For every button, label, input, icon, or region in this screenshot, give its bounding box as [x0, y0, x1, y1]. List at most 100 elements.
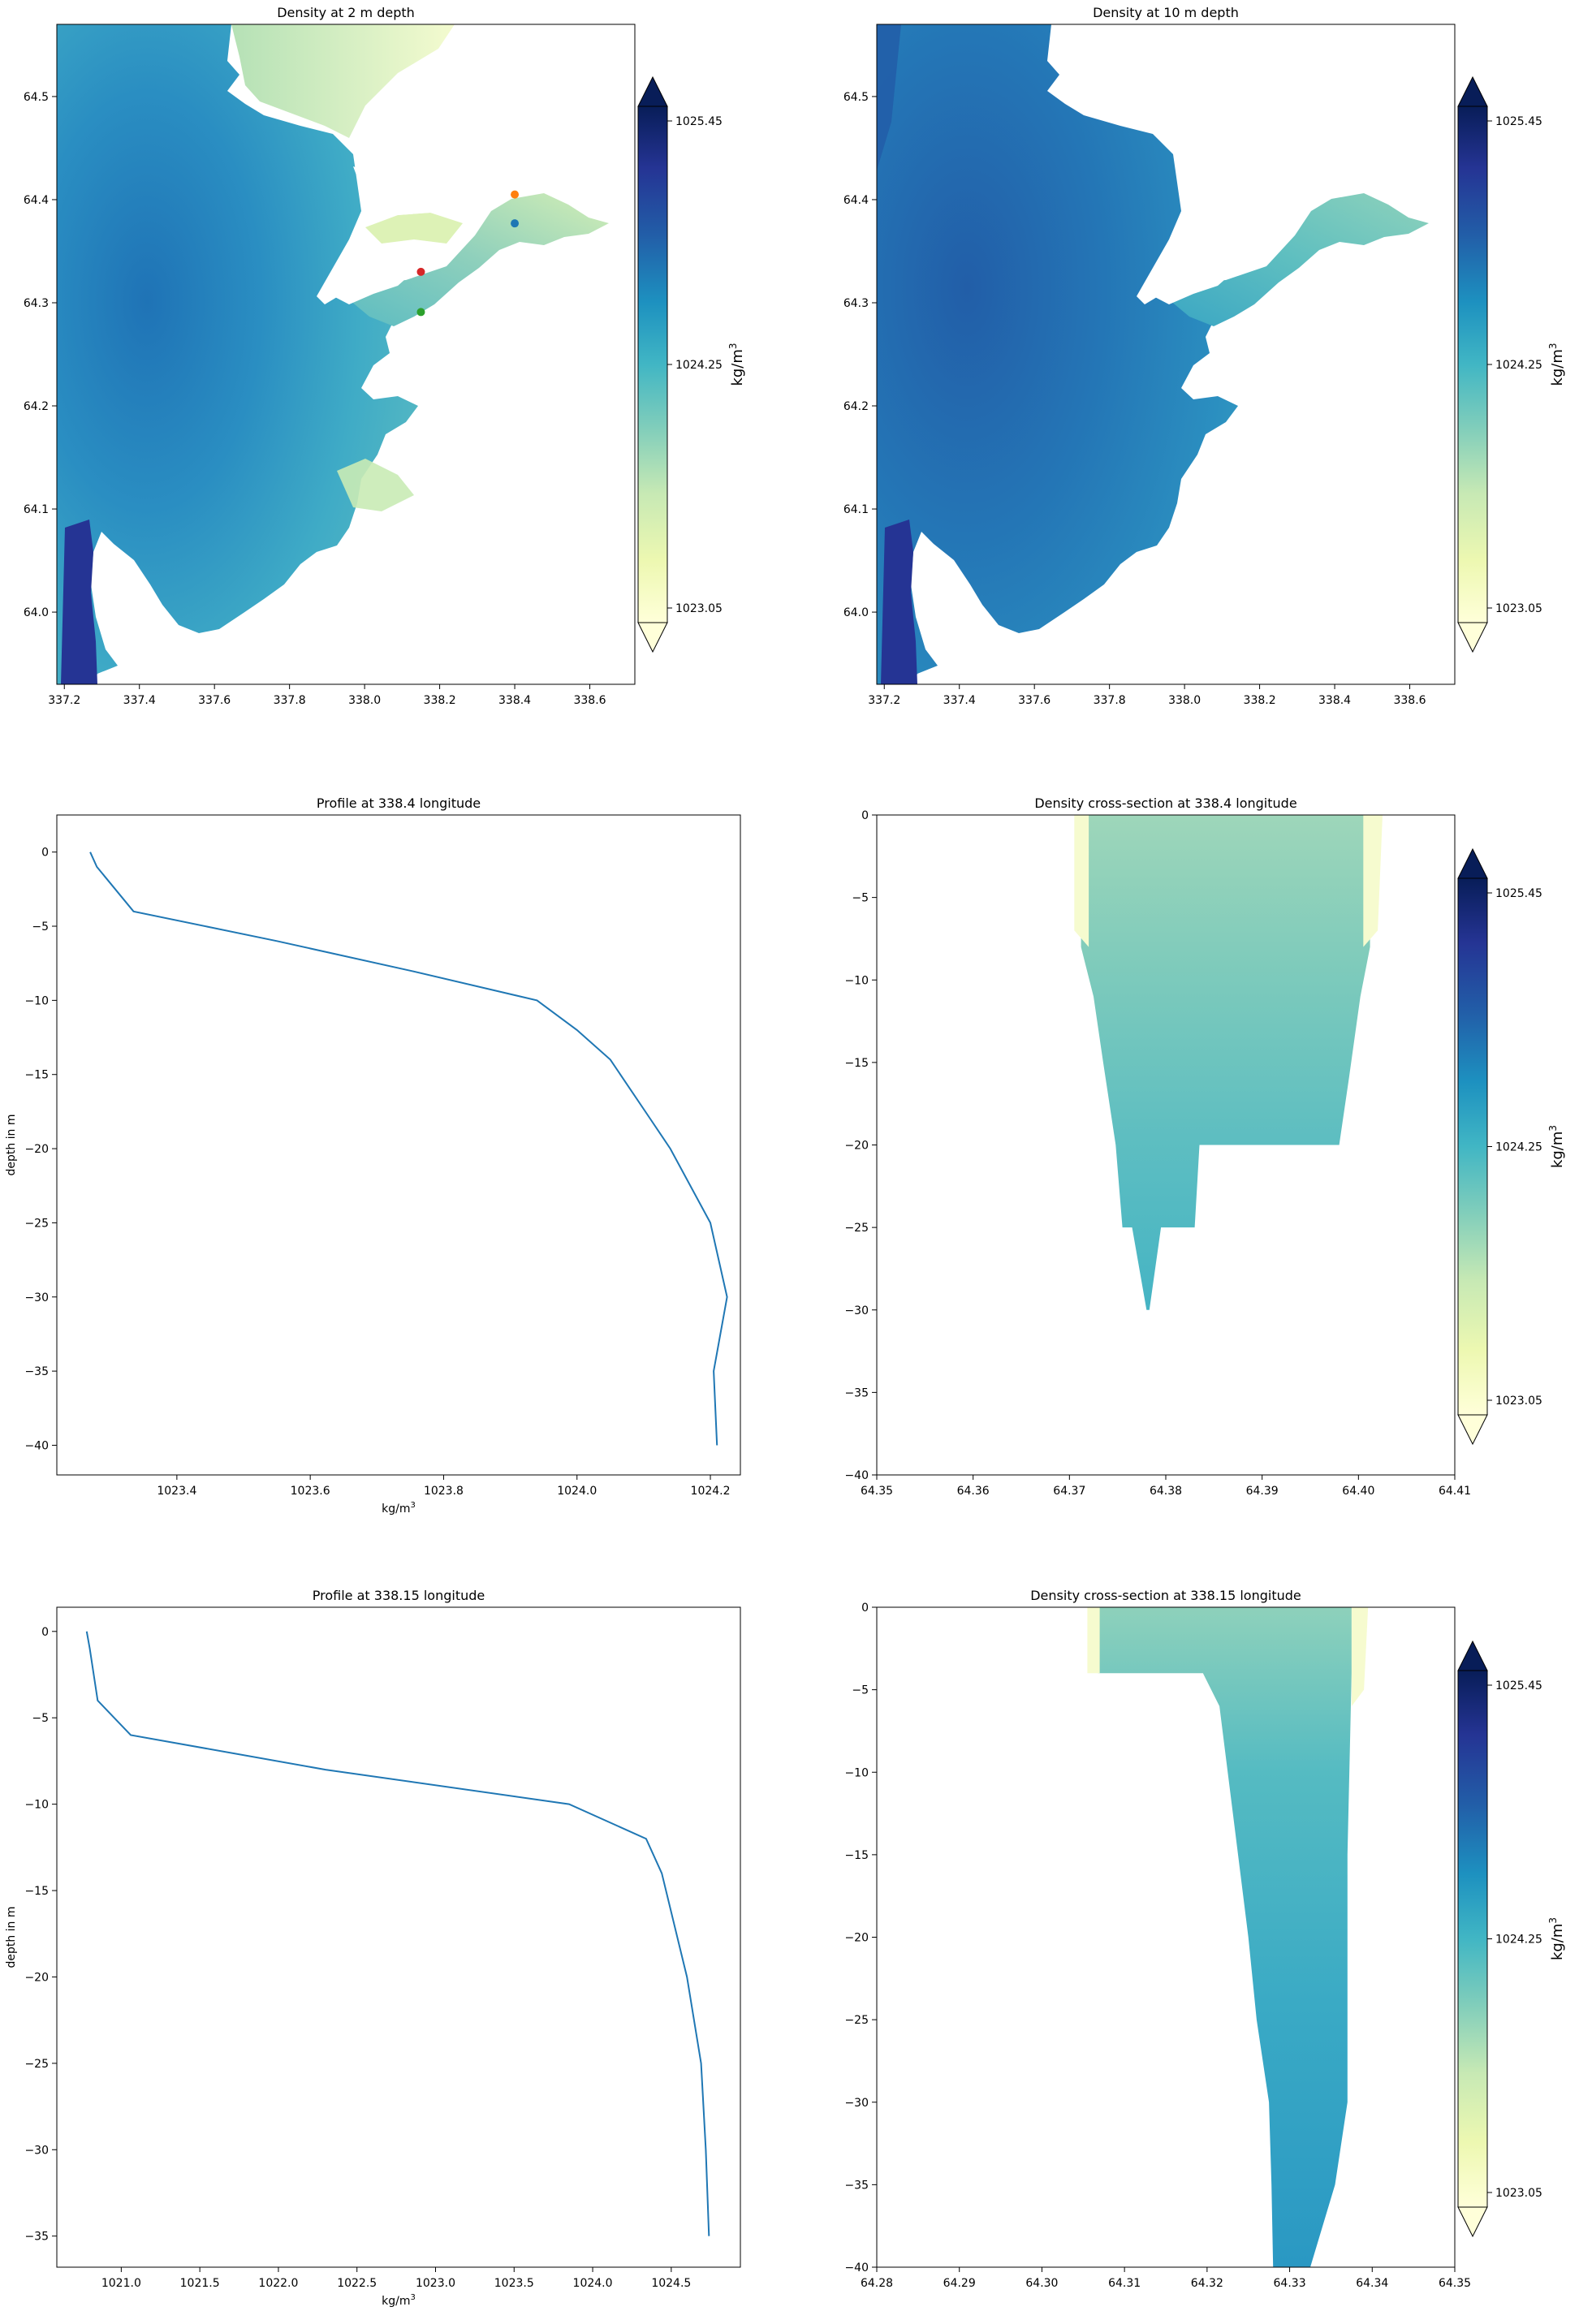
map10-colorbar-extend-min [1457, 622, 1488, 653]
prof2-ytick-label: −5 [32, 1712, 49, 1725]
map10-colorbar-tick-label: 1025.45 [1495, 115, 1542, 128]
sect2-fresh-edge-east [1351, 1607, 1369, 1706]
map10-xtick-label: 337.4 [943, 694, 976, 707]
sect1-xtick-label: 64.41 [1439, 1485, 1471, 1498]
sect1-title: Density cross-section at 338.4 longitude [1034, 796, 1296, 811]
map2-deep-edge [61, 520, 97, 684]
map2-fresh-patch-south [337, 459, 414, 511]
sect1-colorbar: 1025.45 1024.25 1023.05 kg/m3 [1457, 847, 1566, 1446]
map10-xtick-label: 337.2 [868, 694, 900, 707]
prof2-ytick-label: −20 [24, 1971, 49, 1984]
map2-plot [57, 24, 609, 684]
sect1-xtick-label: 64.38 [1150, 1485, 1182, 1498]
map2-colorbar-extend-min [637, 622, 668, 653]
sect2-colorbar-label: kg/m3 [1547, 1917, 1566, 1960]
map2-colorbar-tick-label: 1023.05 [675, 602, 723, 615]
sect1-fresh-edge-east [1363, 815, 1383, 947]
prof2-xtick-label: 1022.0 [258, 2277, 298, 2290]
sect1-colorbar-label: kg/m3 [1547, 1125, 1566, 1168]
map2-fresh-patch-mid [365, 213, 463, 244]
sect1-colorbar-tick-label: 1024.25 [1495, 1141, 1542, 1154]
map2-ytick-label: 64.1 [24, 503, 49, 516]
prof1-ytick-label: −5 [32, 921, 49, 933]
map2-island [329, 268, 418, 304]
prof1-xtick-label: 1023.4 [157, 1485, 196, 1498]
prof2-title: Profile at 338.15 longitude [313, 1588, 485, 1603]
sect2-colorbar-tick-label: 1025.45 [1495, 1679, 1542, 1692]
sect1-ytick-label: −5 [852, 892, 869, 905]
prof2-ytick-label: 0 [41, 1626, 49, 1639]
map2-xtick-label: 337.4 [123, 694, 156, 707]
map2-field [57, 24, 609, 684]
sect2-colorbar-body [1457, 1670, 1488, 2208]
prof1-ylabel: depth in m [5, 1114, 18, 1175]
map10-ytick-label: 64.5 [843, 91, 869, 104]
map10-colorbar-tick-label: 1024.25 [1495, 359, 1542, 372]
map10-island [1149, 268, 1238, 304]
sect1-ytick-label: −40 [844, 1469, 869, 1482]
sect1-ytick-label: −30 [844, 1304, 869, 1317]
map10-deep-edge [881, 520, 917, 684]
prof2-ytick-label: −15 [24, 1885, 49, 1898]
map10-ytick-label: 64.0 [843, 606, 869, 619]
map2-ytick-label: 64.5 [24, 91, 49, 104]
sect2-fresh-edge-west [1087, 1607, 1100, 1674]
map2-axes-frame [56, 24, 636, 685]
map2-xtick-label: 338.4 [498, 694, 531, 707]
map2-colorbar-label: kg/m3 [727, 343, 746, 386]
map2-sea-area [57, 24, 418, 684]
prof2-xtick-label: 1021.5 [180, 2277, 220, 2290]
sect1-xtick-label: 64.40 [1342, 1485, 1374, 1498]
sect1-fresh-edge-west [1074, 815, 1089, 947]
sect1-xtick-label: 64.35 [861, 1485, 893, 1498]
sect2-xtick-label: 64.31 [1108, 2277, 1141, 2290]
map2-station-marker-2 [416, 267, 425, 276]
prof1-xtick-label: 1024.2 [691, 1485, 731, 1498]
sect2-xtick-label: 64.28 [861, 2277, 893, 2290]
sect2-xtick-label: 64.29 [943, 2277, 976, 2290]
sect2-ytick-label: −40 [844, 2261, 869, 2274]
map2-colorbar: 1025.45 1024.25 1023.05 kg/m3 [637, 75, 746, 653]
sect1-ytick-label: −35 [844, 1386, 869, 1399]
prof2-ytick-label: −25 [24, 2058, 49, 2071]
prof2-xtick-label: 1024.5 [651, 2277, 691, 2290]
map2-ytick-label: 64.3 [24, 297, 49, 310]
sect1-ytick-label: −15 [844, 1057, 869, 1070]
prof2-xtick-label: 1023.0 [416, 2277, 455, 2290]
prof2-xtick-label: 1023.5 [494, 2277, 534, 2290]
prof1-ytick-label: −30 [24, 1291, 49, 1304]
prof2-ylabel: depth in m [5, 1906, 18, 1968]
prof1-xlabel: kg/m3 [382, 1501, 416, 1516]
sect2-colorbar-extend-min [1457, 2206, 1488, 2238]
prof2-axes-frame [56, 1606, 741, 2268]
prof1-ytick-label: −20 [24, 1143, 49, 1156]
map10-field [877, 24, 1429, 684]
prof2-density-line [85, 1631, 710, 2236]
sect2-colorbar-tick-label: 1024.25 [1495, 1934, 1542, 1947]
map10-fjord-arm [1165, 193, 1429, 326]
sect2-ytick-label: −35 [844, 2179, 869, 2192]
sect1-field [1074, 815, 1383, 1310]
map10-colorbar-body [1457, 106, 1488, 623]
map10-xtick-label: 338.0 [1168, 694, 1201, 707]
prof1-xtick-label: 1023.8 [424, 1485, 464, 1498]
sect2-title: Density cross-section at 338.15 longitud… [1030, 1588, 1301, 1603]
map2-xtick-label: 337.6 [198, 694, 231, 707]
prof1-ytick-label: −40 [24, 1439, 49, 1452]
map2-station-marker-3 [416, 308, 425, 317]
prof1-axes-frame [56, 814, 741, 1476]
sect1-xtick-label: 64.36 [957, 1485, 990, 1498]
sect2-ytick-label: −5 [852, 1684, 869, 1697]
sect2-colorbar: 1025.45 1024.25 1023.05 kg/m3 [1457, 1640, 1566, 2238]
sect2-field [1087, 1607, 1369, 2267]
prof2-xtick-label: 1022.5 [337, 2277, 377, 2290]
map2-colorbar-tick-label: 1024.25 [675, 359, 723, 372]
sect2-xtick-label: 64.33 [1274, 2277, 1306, 2290]
prof1-ytick-label: −35 [24, 1365, 49, 1378]
prof2-xtick-label: 1021.0 [101, 2277, 141, 2290]
map2-colorbar-body [637, 106, 668, 623]
map2-station-marker-1 [511, 219, 520, 228]
prof1-ytick-label: −25 [24, 1217, 49, 1230]
map10-colorbar-extend-max [1457, 75, 1488, 107]
prof1-ytick-label: 0 [41, 847, 49, 860]
